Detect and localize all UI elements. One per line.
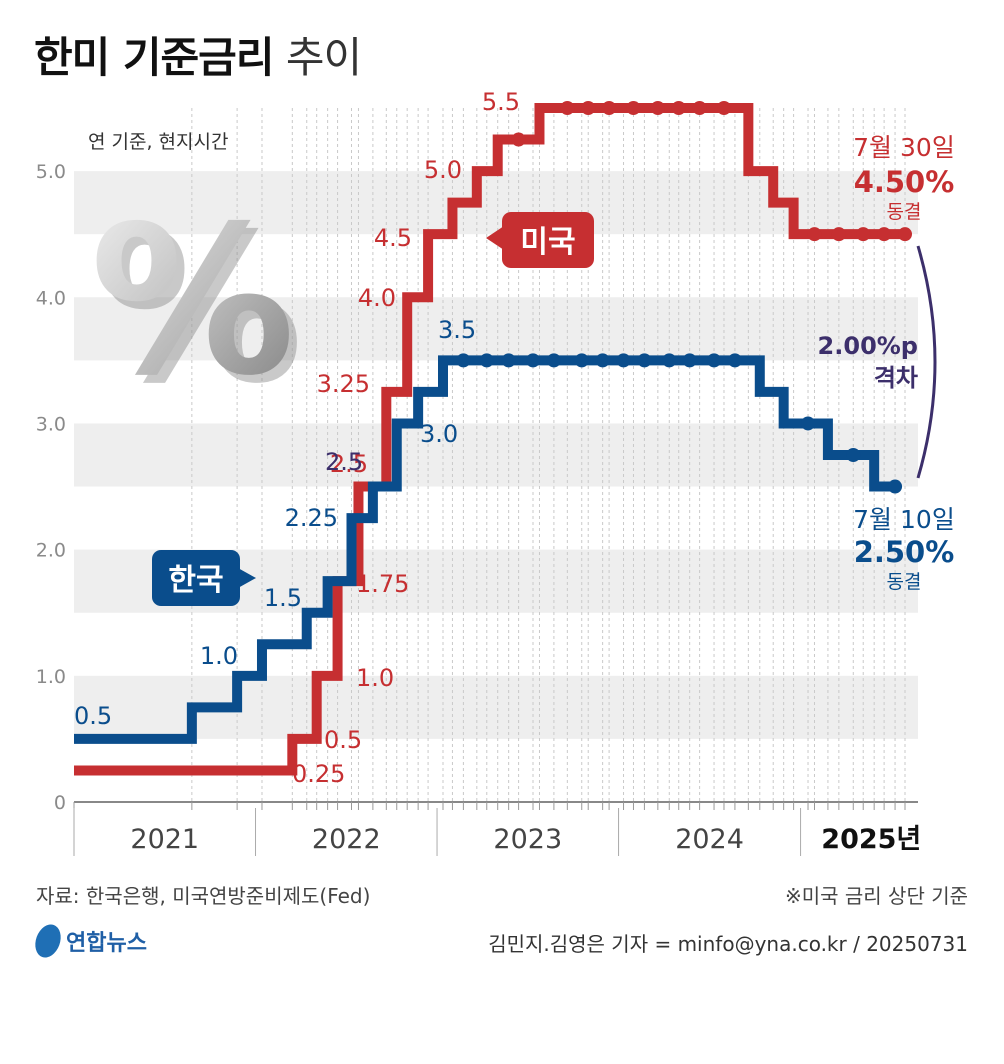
hold-marker-us — [692, 101, 707, 115]
series-line-us — [74, 103, 905, 776]
data-label-us: 0.25 — [292, 760, 345, 788]
hold-marker-us — [626, 101, 641, 115]
kr-latest-callout: 7월 10일 2.50% 동결 — [853, 505, 955, 593]
hold-marker-us — [650, 101, 665, 115]
title-sub: 추이 — [285, 33, 362, 82]
hold-marker-kr — [846, 448, 861, 462]
x-year-label: 2022 — [312, 824, 381, 855]
percent-shadow: % — [98, 191, 303, 429]
us-latest-date: 7월 30일 — [853, 133, 955, 162]
rate-chart: % % 연 기준, 현지시간 0 1.0 2.0 3.0 4.0 5.0 2021 2022… — [36, 88, 955, 856]
hold-marker-us — [856, 227, 871, 242]
y-tick-label: 4.0 — [36, 287, 66, 309]
data-label-us: 5.5 — [482, 88, 520, 116]
data-label-us: 3.25 — [317, 370, 370, 398]
kr-latest-rate: 2.50% — [854, 535, 955, 569]
hold-marker-kr — [595, 353, 610, 368]
hold-marker-us — [716, 101, 731, 115]
us-latest-rate: 4.50% — [854, 165, 955, 199]
hold-marker-us — [602, 101, 617, 115]
hold-marker-kr — [501, 353, 516, 368]
hold-marker-kr — [456, 353, 471, 368]
hold-marker-kr — [637, 353, 652, 368]
hold-marker-kr — [801, 416, 816, 431]
logo-icon — [30, 920, 66, 962]
logo-text: 연합뉴스 — [66, 931, 147, 956]
decision-gridlines — [191, 108, 906, 802]
data-label-us: 1.0 — [356, 664, 394, 692]
band — [74, 423, 918, 487]
source-note: 자료: 한국은행, 미국연방준비제도(Fed) — [36, 884, 371, 908]
credit-line: 김민지.김영은 기자 = minfo@yna.co.kr / 20250731 — [488, 932, 968, 956]
hold-marker-us — [511, 132, 526, 147]
kr-tag-label: 한국 — [168, 563, 223, 598]
data-label-kr: 1.0 — [200, 642, 238, 670]
gap-label: 격차 — [874, 364, 918, 392]
hold-marker-us — [898, 227, 912, 242]
data-label-kr: 0.5 — [74, 702, 112, 730]
us-latest-status: 동결 — [887, 201, 922, 223]
hold-marker-kr — [682, 353, 697, 368]
kr-latest-status: 동결 — [887, 571, 922, 593]
hold-marker-kr — [546, 353, 561, 368]
hold-markers — [456, 101, 912, 494]
background-bands — [74, 171, 918, 739]
hold-marker-kr — [616, 353, 631, 368]
hold-marker-kr — [888, 479, 903, 494]
kr-latest-date: 7월 10일 — [853, 505, 955, 534]
x-year-label: 2023 — [493, 824, 562, 855]
data-label-kr: 1.5 — [264, 584, 302, 612]
chart-subtitle: 연 기준, 현지시간 — [88, 131, 228, 153]
y-tick-label: 2.0 — [36, 540, 66, 562]
data-labels: 0.25 0.5 1.0 1.75 2.5 3.25 4.0 4.5 5.0 5.5 0.5 1.0 1… — [74, 88, 520, 788]
band — [74, 297, 918, 361]
hold-marker-us — [581, 101, 596, 115]
x-year-label: 2024 — [675, 824, 744, 855]
y-tick-label: 0 — [54, 792, 66, 814]
us-tag-label: 미국 — [520, 225, 575, 260]
data-label-us: 4.5 — [374, 224, 412, 252]
hold-marker-kr — [727, 353, 742, 368]
kr-tag: 한국 — [152, 550, 256, 606]
hold-marker-us — [831, 227, 846, 242]
title-main: 한미 기준금리 — [34, 33, 274, 82]
gap-bracket — [916, 245, 937, 479]
series-line-kr — [74, 355, 896, 744]
gap-value: 2.00%p — [818, 332, 918, 360]
data-label-us: 0.5 — [324, 726, 362, 754]
data-label-kr: 2.25 — [285, 504, 338, 532]
y-tick-label: 1.0 — [36, 666, 66, 688]
hold-marker-us — [671, 101, 686, 115]
us-latest-callout: 7월 30일 4.50% 동결 — [853, 133, 955, 223]
data-label-kr: 2.5 — [325, 448, 363, 476]
data-label-us: 1.75 — [356, 570, 409, 598]
x-axis: 2021 2022 2023 2024 2025년 — [73, 801, 921, 856]
percent-graphic: % — [90, 183, 295, 421]
gap-callout: 2.00%p 격차 — [818, 245, 937, 479]
data-label-kr: 3.5 — [438, 316, 476, 344]
hold-marker-kr — [707, 353, 722, 368]
x-year-label: 2021 — [130, 824, 199, 855]
data-label-us: 5.0 — [424, 156, 462, 184]
data-label-us: 4.0 — [358, 284, 396, 312]
x-year-label: 2025년 — [821, 824, 921, 855]
data-label-us: 2.5 — [330, 450, 368, 478]
y-axis: 0 1.0 2.0 3.0 4.0 5.0 — [36, 161, 66, 814]
chart-title: 한미 기준금리 추이 — [34, 24, 362, 85]
basis-note: ※미국 금리 상단 기준 — [784, 884, 968, 908]
us-tag: 미국 — [486, 212, 594, 268]
y-tick-label: 3.0 — [36, 413, 66, 435]
hold-marker-us — [560, 101, 575, 115]
hold-marker-kr — [662, 353, 677, 368]
hold-marker-kr — [574, 353, 589, 368]
publisher-logo: 연합뉴스 — [30, 920, 147, 962]
hold-marker-us — [807, 227, 822, 242]
hold-marker-us — [877, 227, 892, 242]
hold-marker-kr — [526, 353, 541, 368]
y-tick-label: 5.0 — [36, 161, 66, 183]
data-label-kr: 3.0 — [420, 420, 458, 448]
hold-marker-kr — [479, 353, 494, 368]
